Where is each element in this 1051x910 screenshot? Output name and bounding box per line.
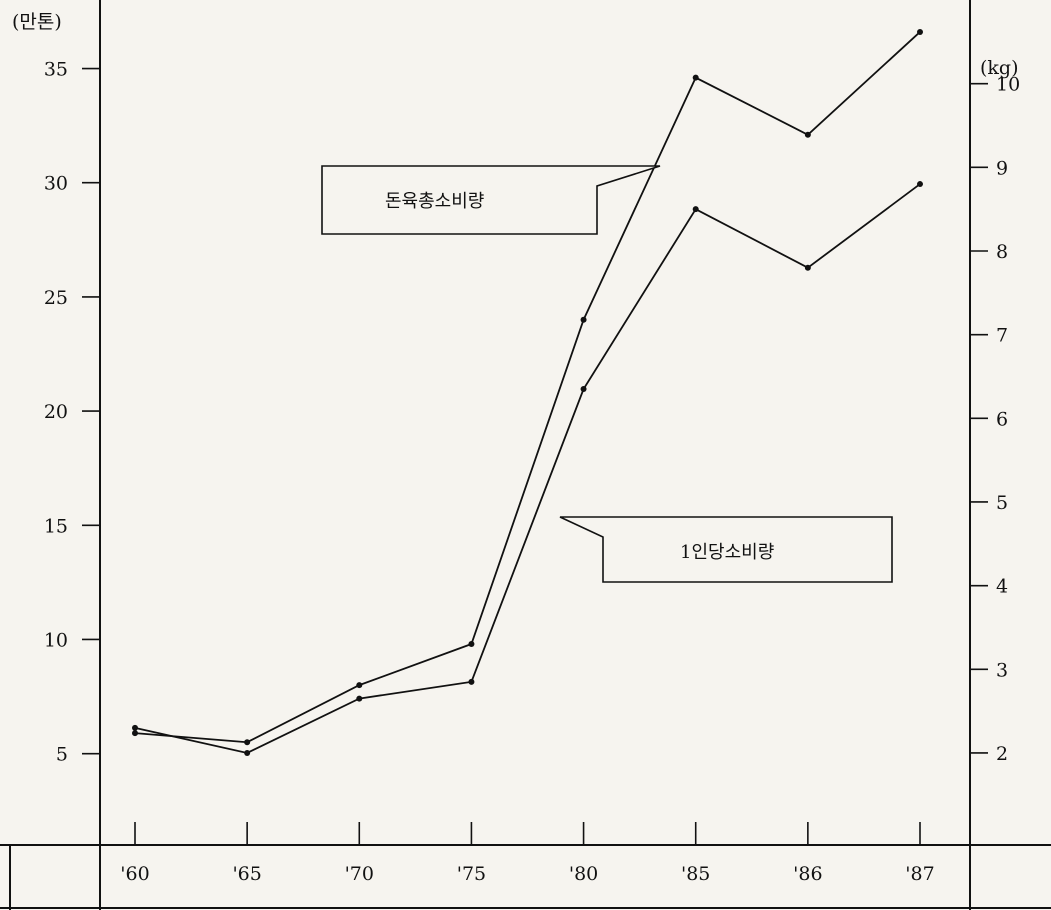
data-point [468, 641, 475, 648]
right-tick-label: 9 [996, 157, 1008, 179]
data-point [468, 678, 475, 685]
right-tick-label: 6 [996, 408, 1008, 430]
x-tick-label: '65 [232, 863, 261, 885]
left-tick-label: 15 [44, 515, 68, 537]
x-axis-ticks: '60 '65 '70 '75 '80 '85 '86 '87 [120, 822, 935, 885]
series-points-total-consumption [132, 28, 923, 746]
left-tick-label: 5 [56, 744, 68, 766]
left-tick-label: 30 [44, 173, 68, 195]
right-tick-label: 3 [996, 659, 1008, 681]
right-tick-label: 10 [996, 74, 1020, 96]
x-tick-label: '80 [569, 863, 598, 885]
data-point [356, 695, 363, 702]
right-tick-label: 5 [996, 492, 1008, 514]
callout-total-consumption: 돈육총소비량 [321, 165, 661, 235]
right-tick-label: 4 [996, 576, 1008, 598]
right-tick-label: 2 [996, 743, 1008, 765]
data-point [244, 749, 251, 756]
series-points-per-capita-consumption [132, 181, 923, 756]
data-point [692, 74, 699, 81]
callout-total-label: 돈육총소비량 [385, 191, 484, 212]
left-axis-unit: (만톤) [12, 11, 62, 33]
data-point [580, 386, 587, 393]
data-point [132, 730, 138, 737]
callout-total-box [321, 165, 661, 235]
series-line-total-consumption [134, 31, 921, 744]
x-tick-label: '85 [681, 863, 710, 885]
data-point [917, 28, 923, 35]
x-tick-label: '75 [457, 863, 486, 885]
left-axis-ticks: 5 10 15 20 25 30 35 [44, 59, 100, 766]
data-point [804, 131, 811, 138]
x-tick-label: '86 [793, 863, 822, 885]
callout-per-capita-box [559, 516, 893, 583]
callout-per-capita: 1인당소비량 [559, 516, 893, 583]
left-tick-label: 35 [44, 59, 68, 81]
callout-per-capita-label: 1인당소비량 [680, 542, 774, 563]
data-point [804, 264, 811, 271]
right-tick-label: 7 [996, 325, 1008, 347]
data-point [580, 316, 587, 323]
left-tick-label: 20 [44, 401, 68, 423]
right-tick-label: 8 [996, 241, 1008, 263]
data-point [692, 206, 699, 213]
x-tick-label: '60 [120, 863, 149, 885]
right-axis-unit: (kg) [980, 57, 1019, 79]
left-tick-label: 10 [44, 629, 68, 651]
x-tick-label: '87 [905, 863, 934, 885]
data-point [356, 682, 363, 689]
x-tick-label: '70 [345, 863, 374, 885]
data-point [917, 181, 923, 188]
series-line-per-capita-consumption [134, 183, 921, 754]
right-axis-ticks: 2 3 4 5 6 7 8 9 10 [970, 74, 1020, 765]
left-tick-label: 25 [44, 287, 68, 309]
data-point [132, 724, 138, 731]
data-point [244, 739, 251, 746]
